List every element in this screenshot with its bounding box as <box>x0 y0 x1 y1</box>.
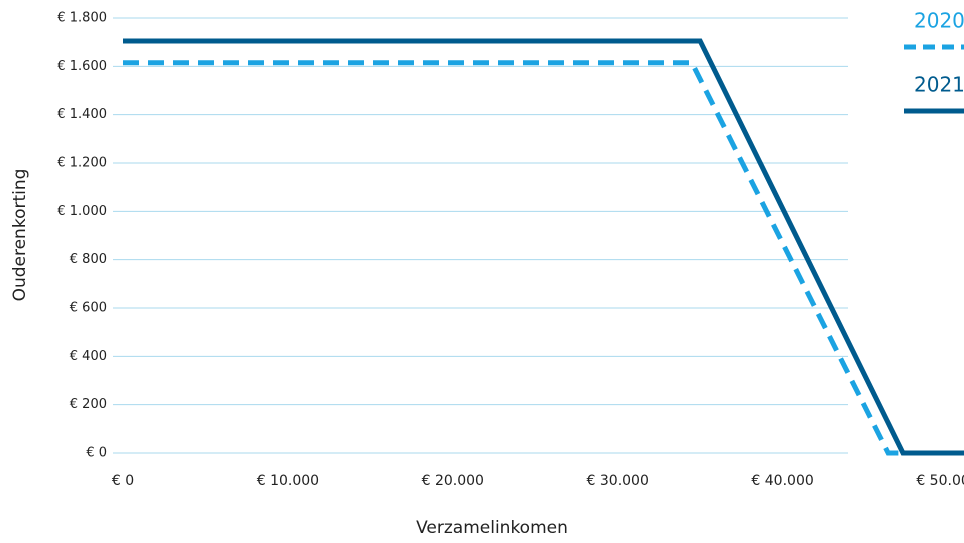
y-tick-label: € 600 <box>70 301 107 316</box>
y-tick-label: € 1.200 <box>57 156 107 171</box>
y-tick-label: € 200 <box>70 397 107 412</box>
x-tick-label: € 20.000 <box>422 473 484 489</box>
x-tick-label: € 30.000 <box>587 473 649 489</box>
y-tick-label: € 800 <box>70 252 107 267</box>
x-tick-label: € 40.000 <box>751 473 813 489</box>
y-axis-label: Ouderenkorting <box>10 169 30 302</box>
x-tick-label: € 0 <box>112 473 134 489</box>
x-axis-label: Verzamelinkomen <box>416 518 568 538</box>
line-series <box>123 60 902 456</box>
y-tick-label: € 400 <box>70 349 107 364</box>
y-tick-label: € 1.800 <box>57 11 107 26</box>
line-series <box>123 38 964 456</box>
y-tick-label: € 1.400 <box>57 107 107 122</box>
legend-label: 2021 <box>914 73 964 97</box>
x-tick-label: € 50.000 <box>916 473 964 489</box>
y-tick-label: € 1.600 <box>57 59 107 74</box>
y-tick-label: € 1.000 <box>57 204 107 219</box>
legend-label: 2020 <box>914 9 964 33</box>
y-tick-label: € 0 <box>86 446 107 461</box>
x-tick-label: € 10.000 <box>257 473 319 489</box>
